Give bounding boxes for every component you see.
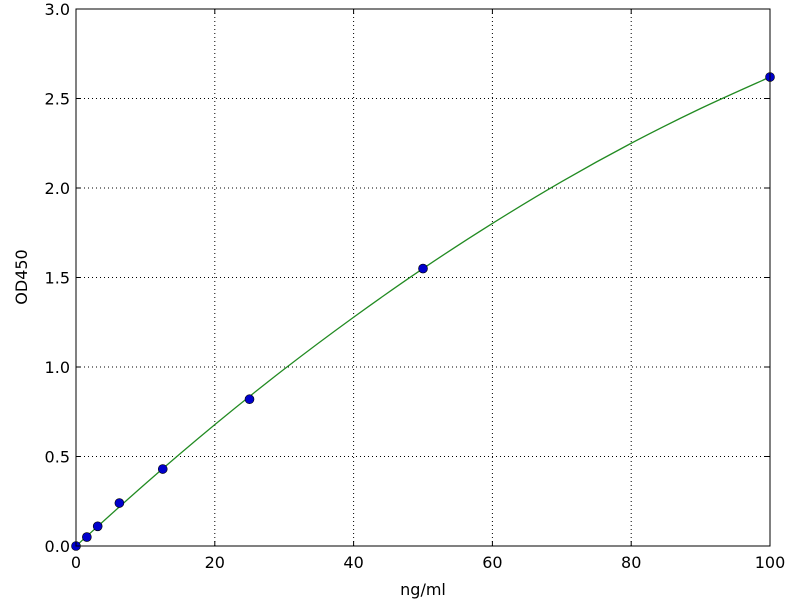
y-tick-label: 1.5 (45, 269, 70, 288)
x-tick-label: 100 (755, 553, 786, 572)
fit-curve-group (75, 76, 771, 547)
y-axis-label: OD450 (12, 249, 31, 304)
data-point (92, 521, 103, 532)
fit-curve-line (75, 76, 771, 547)
y-tick-label: 2.5 (45, 90, 70, 109)
x-tick-label: 40 (343, 553, 363, 572)
x-tick-label: 60 (482, 553, 502, 572)
x-tick-label: 20 (205, 553, 225, 572)
data-point (418, 263, 428, 274)
x-tick-label: 80 (621, 553, 641, 572)
x-tick-label: 0 (71, 553, 81, 572)
x-axis-label: ng/ml (400, 580, 446, 599)
data-point (114, 498, 125, 508)
data-point (157, 464, 168, 474)
x-axis-ticks: 0 20 40 60 80 100 (71, 9, 785, 572)
data-points-group (71, 72, 775, 551)
data-point (82, 532, 92, 542)
y-tick-label: 3.0 (45, 0, 70, 19)
y-tick-label: 2.0 (45, 179, 70, 198)
y-axis-ticks: 0.0 0.5 1.0 1.5 2.0 2.5 3.0 (45, 0, 770, 556)
y-tick-label: 1.0 (45, 358, 70, 377)
y-tick-label: 0.5 (45, 448, 70, 467)
grid (76, 9, 770, 546)
data-point (244, 394, 255, 405)
y-tick-label: 0.0 (45, 537, 70, 556)
